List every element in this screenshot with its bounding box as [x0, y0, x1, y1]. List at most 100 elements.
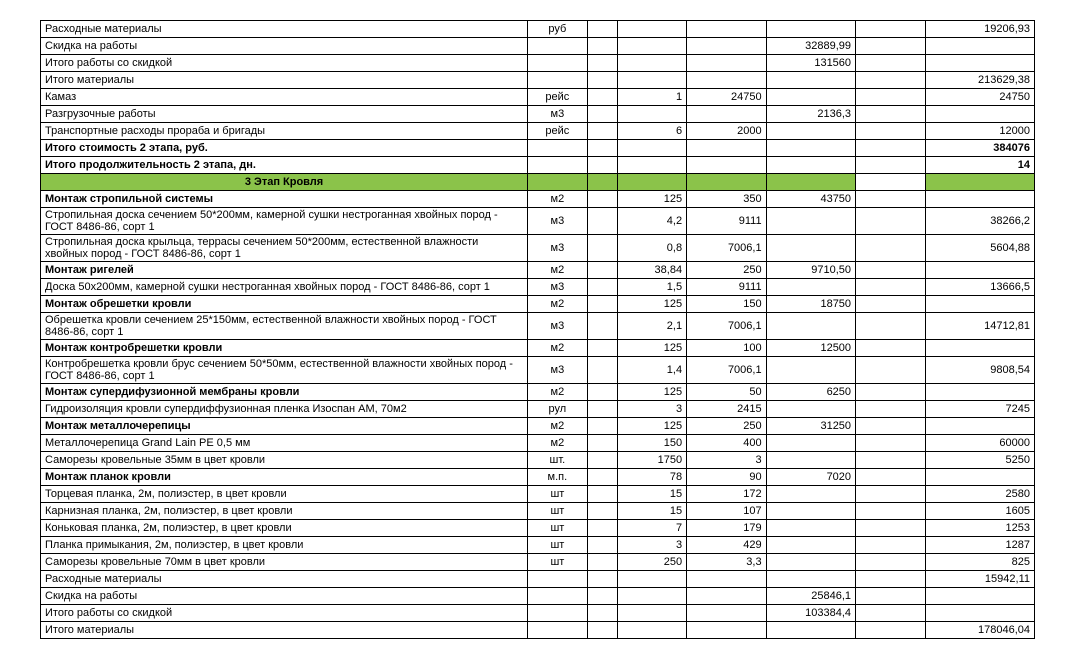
table-cell [687, 622, 767, 639]
table-cell: 6 [617, 123, 687, 140]
table-cell: Монтаж обрешетки кровли [41, 296, 528, 313]
table-cell [587, 384, 617, 401]
table-cell: 15 [617, 486, 687, 503]
table-row: Саморезы кровельные 35мм в цвет кровлишт… [41, 452, 1035, 469]
table-cell: 9710,50 [766, 262, 855, 279]
table-cell [856, 140, 926, 157]
table-cell [766, 622, 855, 639]
table-cell [528, 571, 588, 588]
table-cell [856, 401, 926, 418]
table-cell: м2 [528, 191, 588, 208]
table-cell [856, 537, 926, 554]
table-cell [766, 89, 855, 106]
table-cell [856, 89, 926, 106]
table-cell [687, 588, 767, 605]
table-cell: 429 [687, 537, 767, 554]
table-cell [687, 571, 767, 588]
table-cell: 3 [687, 452, 767, 469]
table-row: Скидка на работы25846,1 [41, 588, 1035, 605]
table-cell: 90 [687, 469, 767, 486]
table-cell [617, 157, 687, 174]
table-cell [856, 21, 926, 38]
table-row: Монтаж планок кровлим.п.78907020 [41, 469, 1035, 486]
table-cell: 125 [617, 418, 687, 435]
table-cell: 3 [617, 537, 687, 554]
table-cell [687, 38, 767, 55]
table-cell: 13666,5 [925, 279, 1034, 296]
table-cell: 1605 [925, 503, 1034, 520]
table-row: Саморезы кровельные 70мм в цвет кровлишт… [41, 554, 1035, 571]
table-cell [587, 21, 617, 38]
table-cell: м2 [528, 418, 588, 435]
table-row: Скидка на работы32889,99 [41, 38, 1035, 55]
table-cell: 78 [617, 469, 687, 486]
table-cell: 31250 [766, 418, 855, 435]
table-cell: Расходные материалы [41, 571, 528, 588]
table-cell [617, 72, 687, 89]
table-row: Монтаж супердифузионной мембраны кровлим… [41, 384, 1035, 401]
table-cell [856, 554, 926, 571]
table-cell [587, 279, 617, 296]
table-cell [587, 452, 617, 469]
table-cell: 1750 [617, 452, 687, 469]
table-cell [856, 296, 926, 313]
table-cell: 12500 [766, 340, 855, 357]
table-cell [687, 157, 767, 174]
table-cell: м3 [528, 279, 588, 296]
table-cell: шт. [528, 452, 588, 469]
table-row: Монтаж стропильной системым212535043750 [41, 191, 1035, 208]
table-cell [856, 571, 926, 588]
table-cell [766, 520, 855, 537]
table-row: Итого материалы178046,04 [41, 622, 1035, 639]
table-cell: 250 [687, 418, 767, 435]
table-cell: 7006,1 [687, 313, 767, 340]
table-cell: 1253 [925, 520, 1034, 537]
table-cell [766, 123, 855, 140]
table-cell: 1 [617, 89, 687, 106]
table-cell [856, 588, 926, 605]
table-cell [587, 571, 617, 588]
table-cell [766, 486, 855, 503]
table-cell: Монтаж контробрешетки кровли [41, 340, 528, 357]
table-row: Расходные материалы15942,11 [41, 571, 1035, 588]
table-cell: 3,3 [687, 554, 767, 571]
table-cell [856, 208, 926, 235]
table-cell [587, 123, 617, 140]
table-cell: м.п. [528, 469, 588, 486]
table-cell [587, 296, 617, 313]
table-cell: м3 [528, 357, 588, 384]
table-cell [587, 605, 617, 622]
table-cell [766, 401, 855, 418]
table-cell [687, 55, 767, 72]
table-cell: 384076 [925, 140, 1034, 157]
table-cell: м2 [528, 296, 588, 313]
table-cell [766, 435, 855, 452]
table-cell [856, 418, 926, 435]
table-cell [587, 262, 617, 279]
table-cell [587, 486, 617, 503]
table-cell: 9111 [687, 279, 767, 296]
table-cell [528, 72, 588, 89]
table-cell [587, 89, 617, 106]
table-cell: рул [528, 401, 588, 418]
table-cell: 7245 [925, 401, 1034, 418]
table-cell [617, 622, 687, 639]
table-cell: Доска 50х200мм, камерной сушки нестроган… [41, 279, 528, 296]
table-cell: шт [528, 503, 588, 520]
table-cell [856, 384, 926, 401]
table-cell [617, 174, 687, 191]
table-cell: Итого материалы [41, 622, 528, 639]
table-cell: рейс [528, 123, 588, 140]
table-cell: 38,84 [617, 262, 687, 279]
table-row: Разгрузочные работым32136,3 [41, 106, 1035, 123]
table-cell: Итого стоимость 2 этапа, руб. [41, 140, 528, 157]
table-cell: 9808,54 [925, 357, 1034, 384]
table-cell [925, 418, 1034, 435]
table-cell [587, 235, 617, 262]
table-cell: 7006,1 [687, 235, 767, 262]
table-cell [617, 588, 687, 605]
table-cell [856, 469, 926, 486]
table-row: Расходные материалыруб19206,93 [41, 21, 1035, 38]
table-row: Гидроизоляция кровли супердиффузионная п… [41, 401, 1035, 418]
table-cell [856, 262, 926, 279]
